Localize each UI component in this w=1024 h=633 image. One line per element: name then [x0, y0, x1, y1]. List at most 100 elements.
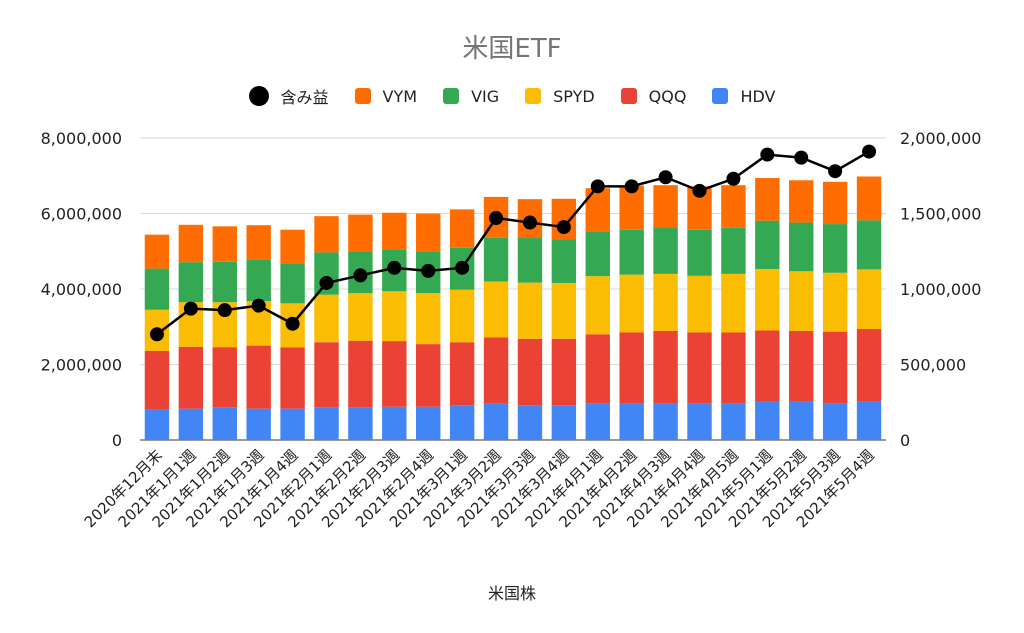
point-gain — [590, 179, 605, 194]
bar-hdv — [144, 409, 170, 440]
bar-hdv — [416, 406, 441, 440]
bar-qqq — [687, 332, 712, 404]
bar-vym — [212, 226, 237, 262]
bar-spyd — [416, 293, 441, 345]
bar-hdv — [517, 405, 543, 440]
bar-vig — [212, 261, 237, 303]
bar-vym — [348, 214, 373, 253]
bar-vym — [755, 178, 780, 221]
bar-vig — [585, 231, 610, 277]
bar-hdv — [551, 405, 577, 440]
bar-spyd — [789, 271, 814, 331]
legend-item-vig[interactable]: VIG — [443, 87, 499, 106]
legend-label-hdv: HDV — [740, 86, 776, 106]
point-gain — [455, 260, 470, 275]
bar-qqq — [382, 341, 407, 407]
point-gain — [794, 150, 809, 165]
legend: 含み益 VYM VIG SPYD QQQ HDV — [0, 84, 1024, 108]
bar-qqq — [280, 347, 305, 409]
legend-swatch-vym — [354, 88, 371, 104]
bar-qqq — [619, 332, 644, 404]
bar-vym — [178, 224, 204, 263]
y-tick-label: 6,000,000 — [41, 205, 122, 224]
y-tick-label: 8,000,000 — [41, 129, 122, 148]
point-gain — [658, 170, 673, 185]
legend-item-vym[interactable]: VYM — [354, 86, 418, 106]
point-gain — [862, 144, 877, 159]
bar-qqq — [178, 346, 204, 409]
legend-item-spyd[interactable]: SPYD — [525, 87, 595, 106]
point-gain — [760, 147, 775, 162]
bar-vym — [653, 185, 678, 228]
bar-vig — [822, 224, 848, 273]
legend-swatch-qqq — [620, 88, 637, 104]
bar-hdv — [280, 408, 305, 440]
bar-qqq — [789, 330, 814, 402]
bar-qqq — [416, 344, 441, 407]
bar-spyd — [653, 273, 678, 331]
bar-qqq — [212, 347, 237, 408]
point-gain — [421, 263, 436, 278]
y2-tick-label: 1,500,000 — [900, 205, 981, 224]
point-gain — [624, 179, 639, 194]
bar-hdv — [687, 403, 712, 440]
bar-hdv — [585, 403, 610, 440]
bar-spyd — [551, 282, 577, 339]
bar-hdv — [619, 403, 644, 440]
bar-spyd — [856, 269, 882, 330]
bar-qqq — [483, 337, 509, 404]
bar-spyd — [619, 274, 644, 333]
legend-item-qqq[interactable]: QQQ — [620, 86, 687, 106]
point-gain — [217, 303, 232, 318]
legend-label-qqq: QQQ — [648, 86, 687, 106]
bar-vig — [789, 222, 814, 272]
bar-qqq — [449, 342, 475, 406]
bar-hdv — [449, 405, 475, 440]
bar-vym — [280, 229, 305, 264]
bar-hdv — [382, 406, 407, 440]
bar-hdv — [721, 403, 746, 440]
y2-tick-label: 500,000 — [900, 356, 966, 375]
bar-vig — [144, 268, 170, 310]
chart-title: 米国ETF — [462, 34, 562, 64]
bar-vig — [483, 237, 509, 282]
bar-vig — [551, 239, 577, 283]
bar-hdv — [856, 401, 882, 440]
bar-vym — [721, 185, 746, 228]
x-axis-title: 米国株 — [487, 584, 536, 603]
legend-swatch-spyd — [525, 88, 542, 104]
bar-spyd — [348, 293, 373, 341]
legend-item-gain[interactable]: 含み益 — [248, 84, 329, 108]
bar-qqq — [551, 338, 577, 406]
bar-vig — [856, 220, 882, 270]
bar-spyd — [382, 291, 407, 342]
legend-item-hdv[interactable]: HDV — [712, 87, 775, 106]
bar-vym — [856, 176, 882, 221]
bar-qqq — [653, 330, 678, 404]
bar-qqq — [144, 350, 170, 410]
bar-hdv — [755, 401, 780, 440]
bar-vig — [517, 238, 543, 283]
bar-qqq — [822, 331, 848, 404]
point-gain — [149, 327, 164, 342]
bar-hdv — [348, 407, 373, 440]
bar-hdv — [178, 408, 204, 440]
bar-vig — [653, 227, 678, 274]
point-gain — [319, 275, 334, 290]
point-gain — [251, 298, 266, 313]
bar-vig — [280, 263, 305, 304]
bar-spyd — [314, 294, 339, 343]
bar-spyd — [755, 268, 780, 331]
bar-spyd — [721, 273, 746, 333]
bar-vym — [144, 234, 170, 269]
bar-qqq — [348, 340, 373, 408]
legend-swatch-hdv — [712, 88, 729, 104]
bar-vym — [246, 225, 271, 260]
bar-qqq — [721, 332, 746, 404]
bar-vym — [449, 209, 475, 248]
point-gain — [285, 316, 300, 331]
bar-vig — [721, 227, 746, 274]
legend-label-vym: VYM — [382, 86, 418, 106]
bar-vig — [687, 229, 712, 276]
